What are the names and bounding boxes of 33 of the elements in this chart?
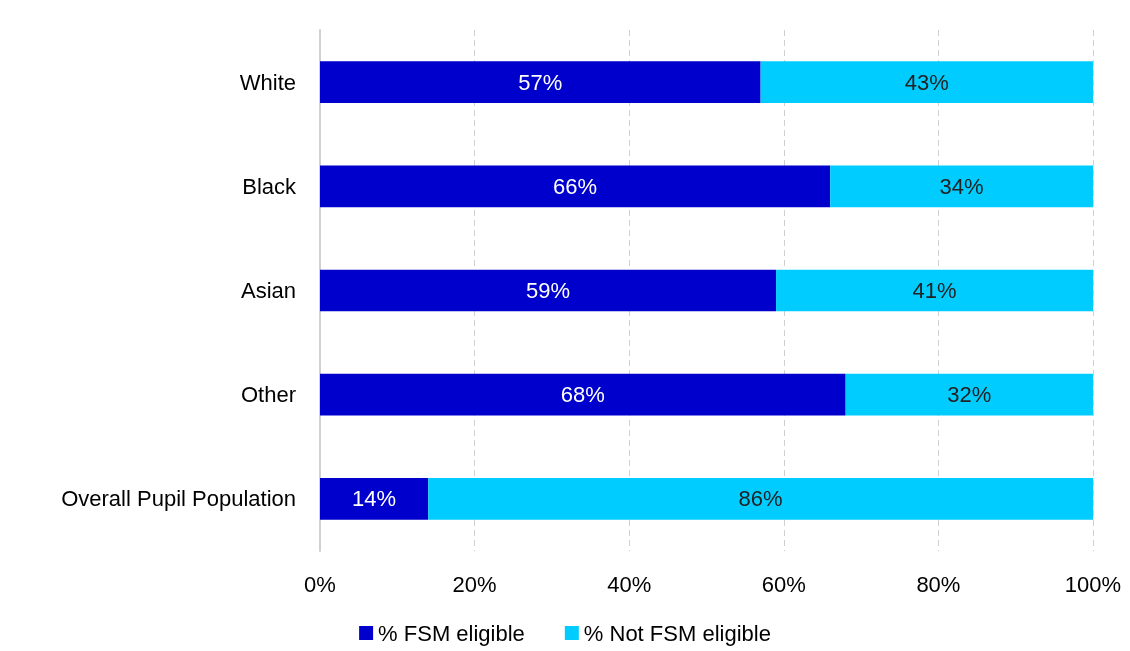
x-tick-label: 0% [304, 571, 336, 597]
x-tick-label: 80% [916, 571, 961, 597]
bar [320, 269, 777, 312]
bar [776, 269, 1093, 312]
x-tick-label: 20% [452, 571, 497, 597]
data-label: 43% [904, 69, 949, 95]
data-label: 34% [939, 173, 984, 199]
y-tick-label: Other [240, 382, 296, 408]
bar [320, 165, 831, 208]
x-tick-label: 60% [761, 571, 806, 597]
bar [760, 61, 1093, 103]
bar [320, 478, 429, 520]
data-label: 41% [912, 278, 957, 303]
y-tick-label: White [239, 69, 296, 95]
bar [320, 61, 761, 103]
bar [830, 165, 1093, 208]
data-label: 57% [518, 69, 563, 95]
bar [845, 373, 1093, 416]
legend-label: % FSM eligible [378, 620, 525, 646]
y-tick-label: Black [242, 173, 297, 199]
data-label: 14% [352, 486, 397, 512]
y-tick-label: Overall Pupil Population [61, 486, 296, 512]
bar [428, 478, 1093, 520]
x-tick-label: 40% [607, 571, 652, 597]
data-label: 66% [553, 173, 598, 199]
y-tick-label: Asian [240, 278, 296, 303]
data-label: 86% [738, 486, 783, 512]
data-label: 68% [560, 382, 605, 408]
x-tick-label: 100% [1064, 571, 1122, 597]
data-label: 32% [947, 382, 992, 408]
data-label: 59% [526, 278, 571, 303]
bar [320, 373, 846, 416]
legend-label: % Not FSM eligible [583, 620, 771, 646]
